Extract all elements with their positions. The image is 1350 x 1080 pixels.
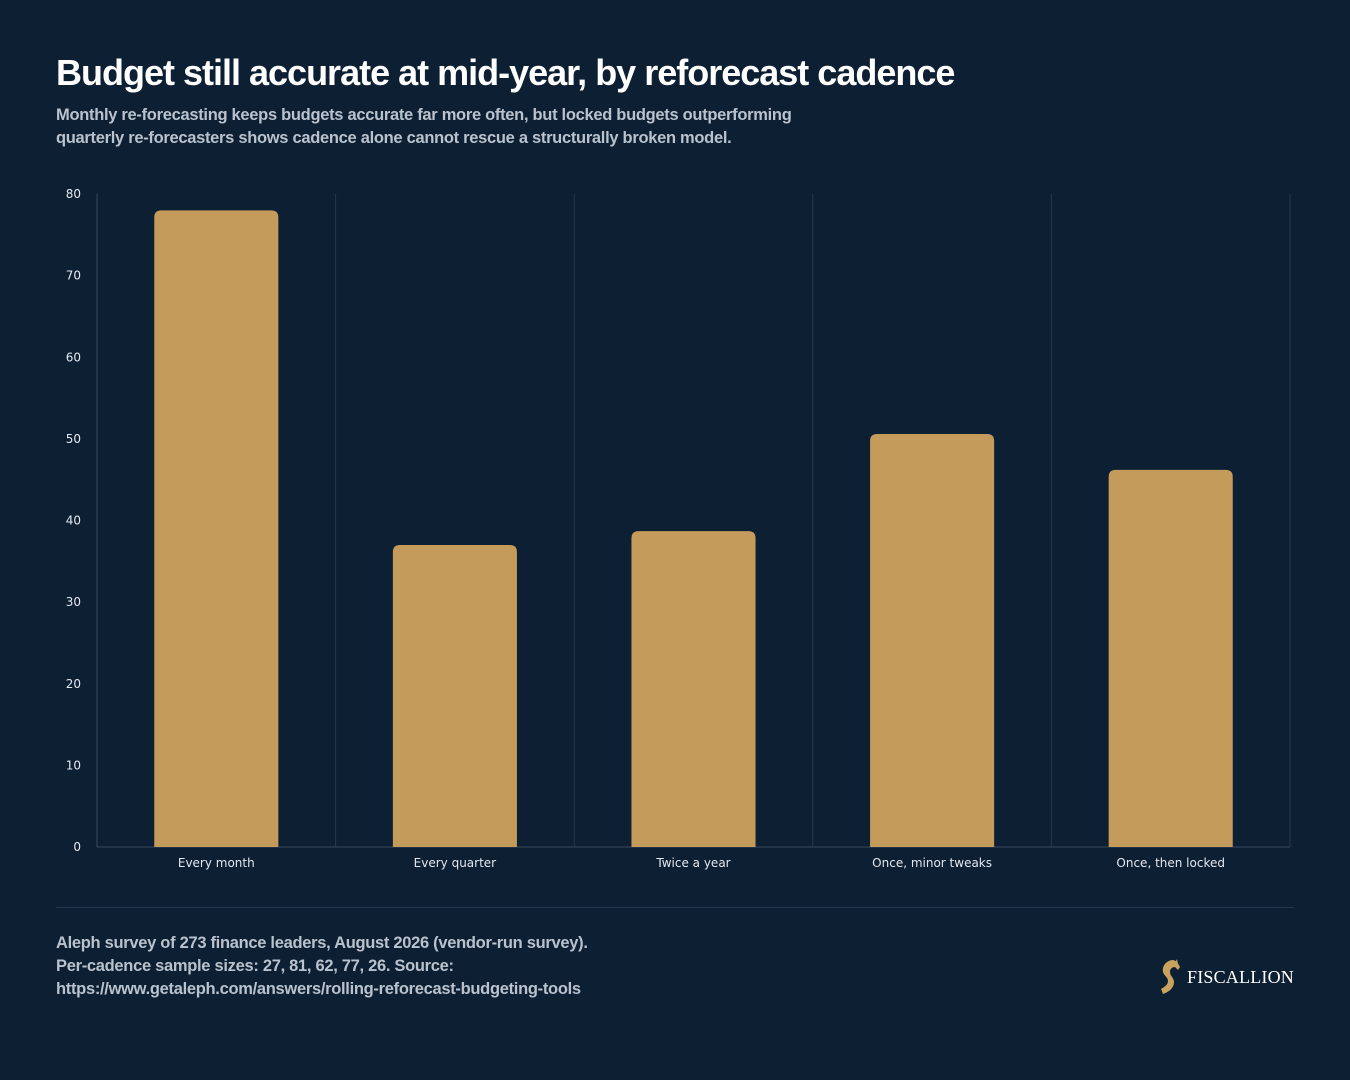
y-tick-label: 70 (66, 269, 81, 283)
y-tick-label: 50 (66, 432, 81, 446)
bar (154, 210, 279, 847)
y-tick-label: 40 (66, 514, 81, 528)
horse-head-logo-icon (1160, 959, 1180, 994)
bar (1108, 469, 1233, 847)
x-axis-ticks: Every month Every quarter Twice a year Once… (178, 856, 1225, 870)
bar (631, 531, 756, 847)
chart-subtitle: Monthly re-forecasting keeps budgets acc… (56, 106, 792, 147)
y-tick-label: 10 (66, 758, 81, 772)
y-tick-label: 60 (66, 350, 81, 364)
brand-name: FISCALLION (1186, 966, 1294, 987)
x-tick-label: Once, then locked (1116, 856, 1225, 870)
bar (870, 433, 995, 847)
chart-title: Budget still accurate at mid-year, by re… (56, 52, 955, 93)
x-tick-label: Every month (178, 856, 255, 870)
x-tick-label: Twice a year (655, 856, 730, 870)
bar-chart: 0 10 20 30 40 50 60 70 80 Every month Every quart… (66, 187, 1291, 870)
source-note: Aleph survey of 273 finance leaders, Aug… (56, 934, 588, 998)
y-tick-label: 0 (73, 840, 81, 854)
x-tick-label: Every quarter (414, 856, 497, 870)
y-tick-label: 20 (66, 677, 81, 691)
y-tick-label: 30 (66, 595, 81, 609)
brand-logo: FISCALLION (1157, 958, 1294, 996)
y-axis-ticks: 0 10 20 30 40 50 60 70 80 (66, 187, 81, 854)
bar (392, 544, 517, 847)
x-tick-label: Once, minor tweaks (872, 856, 992, 870)
bars (154, 210, 1233, 847)
grid-lines (335, 194, 1052, 847)
y-tick-label: 80 (66, 187, 81, 201)
footer-divider (56, 907, 1294, 908)
